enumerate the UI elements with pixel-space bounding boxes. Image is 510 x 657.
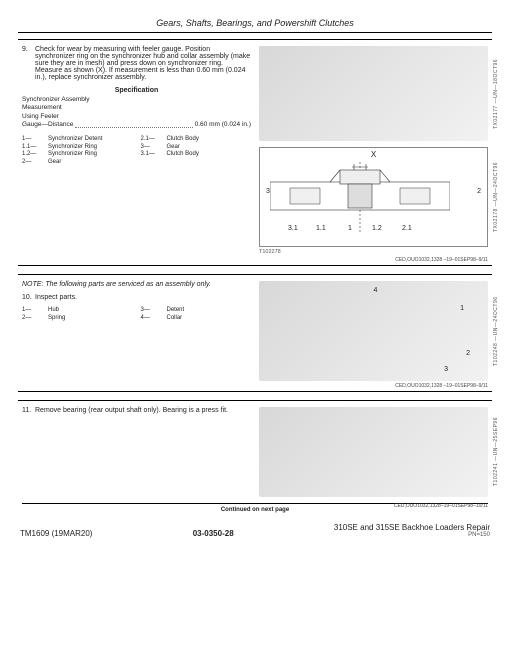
spec-heading: Specification [22, 87, 251, 94]
legend-step10: 1—Hub 3—Detent 2—Spring 4—Collar [22, 307, 251, 323]
step-text: Check for wear by measuring with feeler … [35, 46, 251, 81]
ref-code: CED,OUO1032,1328 –19–01SEP98–9/11 [22, 257, 488, 263]
photo-assembly-parts: 4 1 2 3 T102248 —UN—24OCT96 [259, 281, 488, 381]
section-header: Gears, Shafts, Bearings, and Powershift … [18, 12, 492, 33]
diagram-body: X 2 3 3.1 [259, 147, 488, 247]
step-number: 11. [22, 407, 32, 414]
section-step-9: 9. Check for wear by measuring with feel… [18, 39, 492, 266]
footer-pn: PN=150 [334, 532, 490, 538]
step-number: 10. [22, 294, 32, 301]
spec-using: Using Feeler [22, 113, 251, 121]
step11-text-column: 11. Remove bearing (rear output shaft on… [22, 407, 251, 497]
spec-gauge-value: 0.60 mm (0.024 in.) [195, 121, 251, 129]
diagram-synchronizer: X 2 3 3.1 [259, 147, 488, 247]
footer-doc-id: TM1609 (19MAR20) [20, 529, 92, 538]
photo-code-label: TX02177 —UN—18OCT96 [491, 46, 501, 141]
photo-placeholder [259, 407, 488, 497]
step10-image-column: 4 1 2 3 T102248 —UN—24OCT96 [259, 281, 488, 381]
section-step-10: NOTE: The following parts are serviced a… [18, 274, 492, 392]
spec-gauge-row: Gauge—Distance 0.60 mm (0.024 in.) [22, 121, 251, 129]
footer-page-number: 03-0350-28 [193, 529, 234, 538]
step9-text-column: 9. Check for wear by measuring with feel… [22, 46, 251, 255]
photo-code-label: T102248 —UN—24OCT96 [491, 281, 501, 381]
photo-code-label: T102241 —UN—25SEP96 [491, 407, 501, 497]
section-step-11: 11. Remove bearing (rear output shaft on… [18, 400, 492, 511]
photo-gear-feeler: TX02177 —UN—18OCT96 [259, 46, 488, 141]
spec-measurement: Measurement [22, 104, 251, 112]
assembly-note: NOTE: The following parts are serviced a… [22, 281, 251, 288]
diagram-svg [270, 162, 450, 232]
t-code: T102278 [259, 249, 488, 255]
page: Gears, Shafts, Bearings, and Powershift … [0, 0, 510, 550]
diagram-x-label: X [371, 150, 376, 159]
spec-gauge-label: Gauge—Distance [22, 121, 73, 129]
step9-image-column: TX02177 —UN—18OCT96 X [259, 46, 488, 255]
page-footer: TM1609 (19MAR20) 03-0350-28 310SE and 31… [18, 523, 492, 538]
photo-placeholder [259, 46, 488, 141]
legend-step9: 1—Synchronizer Detent 2.1—Clutch Body 1.… [22, 136, 251, 167]
diagram-code-label: TX02178 —UN—24OCT96 [491, 147, 501, 247]
step10-text-column: NOTE: The following parts are serviced a… [22, 281, 251, 381]
spec-item: Synchronizer Assembly [22, 96, 251, 104]
dot-leader [75, 121, 192, 127]
step11-image-column: T102241 —UN—25SEP96 [259, 407, 488, 497]
step-number: 9. [22, 46, 32, 81]
step-text: Inspect parts. [35, 294, 77, 301]
ref-code: CED,OUO1032,1328 –19–01SEP98–9/11 [22, 383, 488, 389]
step-text: Remove bearing (rear output shaft only).… [35, 407, 228, 414]
footer-title: 310SE and 315SE Backhoe Loaders Repair [334, 523, 490, 532]
photo-output-shaft: T102241 —UN—25SEP96 [259, 407, 488, 497]
photo-placeholder: 4 1 2 3 [259, 281, 488, 381]
